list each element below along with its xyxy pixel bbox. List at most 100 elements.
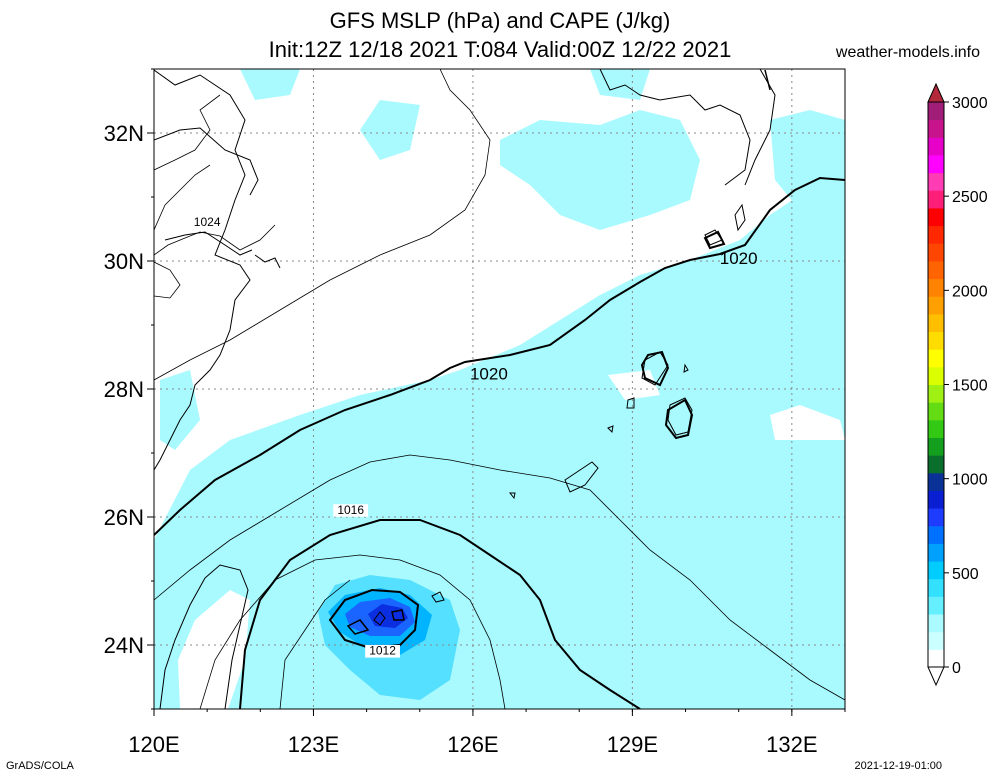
isobar-label: 1020 [470,364,508,383]
colorbar-swatch [928,525,944,544]
colorbar-swatch [928,278,944,297]
white-gap-east [608,370,660,400]
isobar-1012-inner-2 [391,609,405,621]
isobar-north-thin [154,94,221,171]
colorbar-tick-label: 2500 [952,189,988,206]
isobar-label-bg [365,645,400,658]
colorbar-swatch [928,614,944,633]
hangzhou-bay-coast [164,231,253,256]
isobar-label: 1012 [369,644,396,658]
colorbar-swatch [928,561,944,580]
taiwan-white-gap [178,590,250,709]
colorbar-swatch [928,172,944,191]
lon-tick-label: 120E [128,732,179,757]
colorbar-swatch [928,154,944,174]
colorbar-swatch [928,596,944,615]
footer-timestamp: 2021-12-19-01:00 [854,760,942,772]
colorbar-tick-label: 1000 [952,472,988,489]
lon-tick-label: 123E [288,732,339,757]
isobar-1022-thin [154,69,491,381]
colorbar-swatch [928,402,944,421]
cape-shading [154,69,845,709]
colorbar-swatches [928,102,944,668]
colorbar-swatch [928,419,944,438]
kyushu-coast [599,69,751,186]
isobar-1024-loop [154,261,181,299]
isobar-1020-loop-3 [703,230,726,250]
colorbar-swatch [928,207,944,227]
cape-northwest-patch [240,69,300,100]
taiwan-coast [204,564,249,709]
colorbar-swatch [928,119,944,138]
colorbar-swatch [928,508,944,527]
chart-title: GFS MSLP (hPa) and CAPE (J/kg) [329,8,671,33]
colorbar-swatch [928,349,944,368]
isobar-labels: 1024 1020 1020 1016 1012 [189,215,758,658]
isobar-label-bg [189,216,225,229]
lat-tick-label: 28N [104,377,144,402]
isobar-1018-thin [154,454,845,701]
white-gap-far-east [770,405,845,440]
colorbar-swatch [928,225,944,244]
chart-subtitle: Init:12Z 12/18 2021 T:084 Valid:00Z 12/2… [268,37,732,62]
colorbar-swatch [928,313,944,333]
isobar-1012-thick [328,588,420,650]
isobar-1012-inner-1 [346,619,370,635]
cape-west-patch [160,370,200,450]
cape-main-region [154,185,845,709]
cape-core-4 [368,604,408,628]
axis-ticks: 120E 123E 126E 129E 132E 24N 26N 28N 30N 32N [104,68,846,757]
lon-tick-label: 126E [447,732,498,757]
colorbar-tick-label: 2000 [952,283,988,300]
colorbar-tick-label: 1500 [952,378,988,395]
small-island-3 [508,492,516,500]
isobar-1014-thin [199,554,506,709]
cape-north-patch [360,100,420,160]
isobar-coast-thin [154,164,211,231]
colorbar-swatch [928,631,944,650]
lon-tick-label: 129E [607,732,658,757]
kyushu-coast-east [744,69,776,186]
small-island-4 [683,363,689,373]
colorbar-tick-label: 0 [952,660,961,677]
colorbar-swatch [928,437,944,456]
gridlines [154,69,845,709]
coastlines [154,69,776,709]
small-island-1 [626,397,635,409]
colorbar-tick-label: 3000 [952,95,988,112]
colorbar-swatch [928,649,944,668]
isobar-1020-thick [154,176,845,536]
lon-tick-label: 132E [766,732,817,757]
china-coastline [154,69,251,471]
isobar-label: 1024 [194,215,221,229]
isobar-ne-thin [764,69,771,91]
taiwan-west-coast [159,577,206,709]
isobars [154,69,845,709]
lat-tick-label: 32N [104,121,144,146]
isobar-1020-loop [640,350,670,387]
colorbar-swatch [928,137,944,156]
yangtze-delta-coast [154,127,259,196]
colorbar-swatch [928,260,944,280]
colorbar-swatch [928,384,944,403]
colorbar-top-arrow [927,82,945,103]
colorbar-swatch [928,102,944,121]
isobar-label-bg [333,504,369,517]
isobar-1016-thick [239,519,641,709]
lat-tick-label: 30N [104,249,144,274]
colorbar-swatch [928,543,944,562]
map-panel: 1024 1020 1020 1016 1012 [153,68,846,710]
lat-tick-label: 26N [104,505,144,530]
cape-north-region [500,110,700,230]
colorbar: 0 500 1000 1500 2000 2500 3000 [927,82,988,687]
map-figure: 1024 1020 1020 1016 1012 120E 123E 126E 129E 132… [104,68,988,757]
footer-credit: GrADS/COLA [6,760,74,772]
ishigaki-island [373,611,386,626]
colorbar-swatch [928,366,944,385]
colorbar-swatch [928,296,944,315]
colorbar-swatch [928,455,944,474]
colorbar-swatch [928,331,944,350]
isobar-label: 1016 [337,503,364,517]
colorbar-ticks: 0 500 1000 1500 2000 2500 3000 [944,95,988,677]
isobar-1020-loop-2 [664,398,694,440]
